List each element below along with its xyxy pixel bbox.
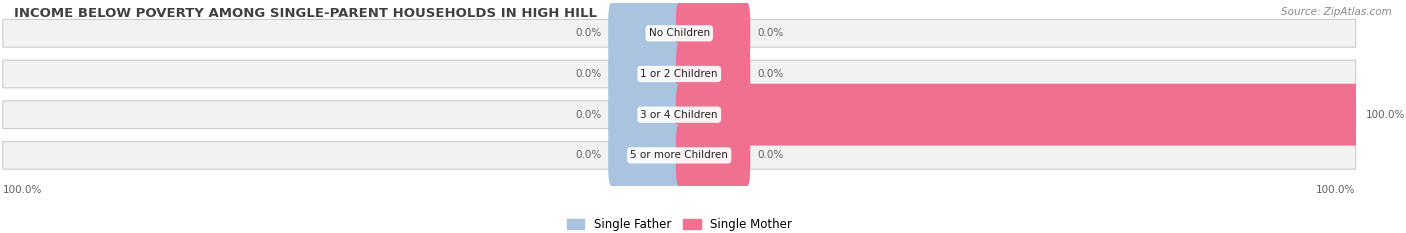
Text: 100.0%: 100.0% — [3, 185, 42, 195]
FancyBboxPatch shape — [609, 43, 682, 105]
Text: No Children: No Children — [648, 28, 710, 38]
FancyBboxPatch shape — [676, 124, 751, 186]
FancyBboxPatch shape — [609, 124, 682, 186]
FancyBboxPatch shape — [676, 43, 751, 105]
FancyBboxPatch shape — [3, 101, 1355, 129]
Text: 0.0%: 0.0% — [756, 150, 783, 160]
Text: 0.0%: 0.0% — [575, 28, 602, 38]
Text: 5 or more Children: 5 or more Children — [630, 150, 728, 160]
Text: 3 or 4 Children: 3 or 4 Children — [641, 110, 718, 120]
FancyBboxPatch shape — [609, 2, 682, 64]
Text: 0.0%: 0.0% — [575, 150, 602, 160]
Text: 0.0%: 0.0% — [756, 69, 783, 79]
FancyBboxPatch shape — [676, 2, 751, 64]
FancyBboxPatch shape — [3, 20, 1355, 47]
Text: 0.0%: 0.0% — [575, 110, 602, 120]
FancyBboxPatch shape — [609, 84, 682, 146]
Text: 0.0%: 0.0% — [575, 69, 602, 79]
FancyBboxPatch shape — [676, 84, 1360, 146]
FancyBboxPatch shape — [3, 60, 1355, 88]
Text: 0.0%: 0.0% — [756, 28, 783, 38]
Text: INCOME BELOW POVERTY AMONG SINGLE-PARENT HOUSEHOLDS IN HIGH HILL: INCOME BELOW POVERTY AMONG SINGLE-PARENT… — [14, 7, 598, 20]
FancyBboxPatch shape — [3, 141, 1355, 169]
Text: 100.0%: 100.0% — [1365, 110, 1405, 120]
Text: 1 or 2 Children: 1 or 2 Children — [641, 69, 718, 79]
Text: 100.0%: 100.0% — [1316, 185, 1355, 195]
Text: Source: ZipAtlas.com: Source: ZipAtlas.com — [1281, 7, 1392, 17]
Legend: Single Father, Single Mother: Single Father, Single Mother — [567, 218, 792, 231]
